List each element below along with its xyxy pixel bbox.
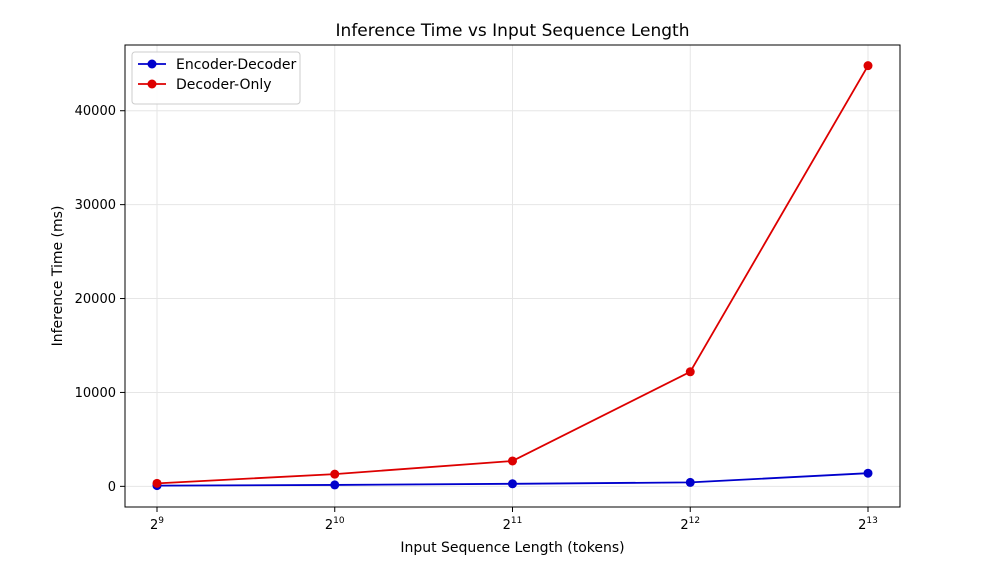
encoder-decoder-point [863, 468, 873, 478]
ticks: 29 210 211 212 213 0 10000 20000 30000 40000 [75, 104, 878, 533]
x-axis-title: Input Sequence Length (tokens) [400, 540, 624, 556]
x-tick-label: 29 [150, 516, 164, 533]
legend-decoder-only-marker [147, 79, 157, 89]
decoder-only-point [152, 478, 162, 488]
y-axis-title: Inference Time (ms) [50, 206, 66, 347]
x-tick-label: 213 [858, 516, 878, 533]
x-tick-label: 211 [503, 516, 523, 533]
y-tick-label: 0 [108, 480, 116, 495]
y-tick-label: 30000 [75, 198, 116, 213]
decoder-only-point [685, 367, 695, 377]
legend-decoder-only-label: Decoder-Only [176, 77, 272, 93]
legend-box [131, 51, 301, 105]
decoder-only-point [508, 456, 517, 466]
y-tick-label: 40000 [75, 104, 116, 119]
chart-title: Inference Time vs Input Sequence Length [336, 21, 690, 41]
encoder-decoder-point [508, 479, 517, 489]
decoder-only-point [330, 469, 340, 479]
legend-encoder-decoder-label: Encoder-Decoder [176, 57, 297, 73]
decoder-only-point [863, 61, 873, 71]
encoder-decoder-point [685, 477, 695, 487]
x-tick-label: 210 [325, 516, 345, 533]
x-tick-label: 212 [680, 516, 700, 533]
encoder-decoder-point [330, 480, 340, 490]
legend-encoder-decoder-marker [147, 59, 157, 69]
series-layer [152, 61, 873, 491]
y-tick-label: 20000 [75, 292, 116, 307]
y-tick-label: 10000 [75, 386, 116, 401]
legend: Encoder-Decoder Decoder-Only [131, 51, 301, 105]
